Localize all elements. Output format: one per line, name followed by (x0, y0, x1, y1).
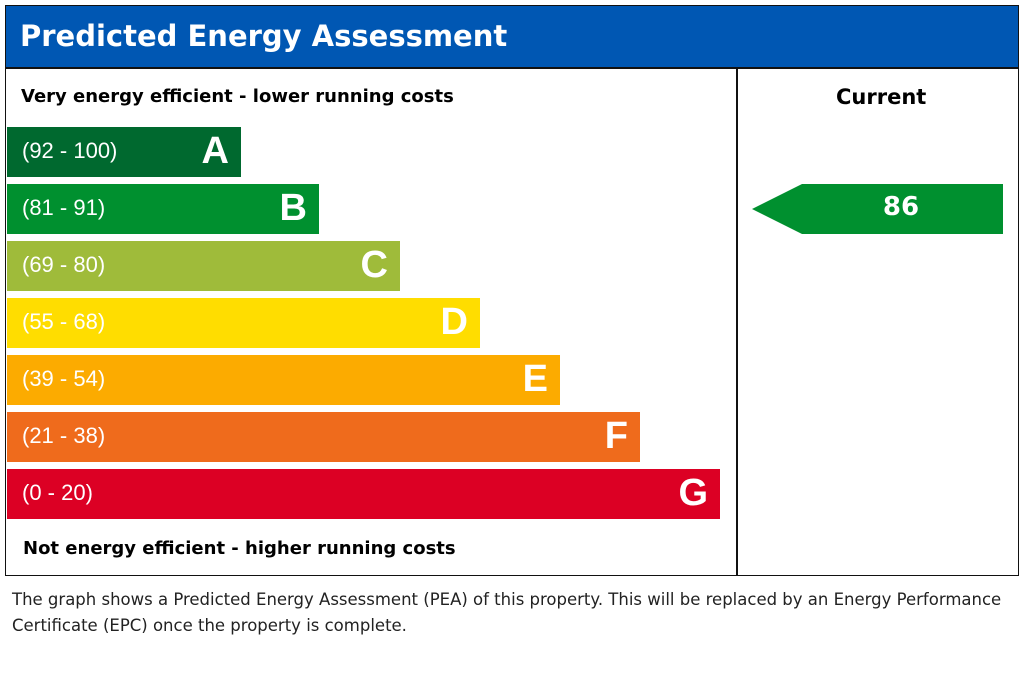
current-column-header: Current (836, 85, 927, 109)
rating-bar-b: (81 - 91) B (7, 184, 319, 234)
rating-bar-a: (92 - 100) A (7, 127, 241, 177)
band-range: (81 - 91) (22, 195, 106, 220)
energy-chart: Predicted Energy Assessment Very energy … (5, 5, 1019, 576)
current-rating-arrow (752, 184, 1003, 234)
band-letter: C (360, 244, 388, 286)
band-range: (0 - 20) (22, 480, 93, 505)
rating-bar-e: (39 - 54) E (7, 355, 560, 405)
rating-bar-c: (69 - 80) C (7, 241, 400, 291)
efficient-label: Very energy efficient - lower running co… (21, 86, 454, 107)
column-divider (736, 69, 738, 575)
chart-title: Predicted Energy Assessment (20, 19, 508, 53)
rating-bar-d: (55 - 68) D (7, 298, 480, 348)
band-range: (69 - 80) (22, 252, 106, 277)
inefficient-label: Not energy efficient - higher running co… (23, 538, 456, 559)
footnote: The graph shows a Predicted Energy Asses… (12, 590, 1002, 635)
band-letter: G (678, 472, 708, 514)
band-letter: F (604, 415, 628, 457)
band-letter: E (522, 358, 548, 400)
band-range: (39 - 54) (22, 366, 106, 391)
header: Predicted Energy Assessment (6, 6, 1018, 69)
current-rating-value: 86 (882, 192, 920, 222)
band-range: (21 - 38) (22, 423, 106, 448)
rating-bar-g: (0 - 20) G (7, 469, 720, 519)
band-range: (55 - 68) (22, 309, 106, 334)
band-letter: D (440, 301, 468, 343)
band-letter: B (279, 187, 307, 229)
band-letter: A (201, 130, 229, 172)
band-range: (92 - 100) (22, 138, 118, 163)
rating-bar-f: (21 - 38) F (7, 412, 640, 462)
